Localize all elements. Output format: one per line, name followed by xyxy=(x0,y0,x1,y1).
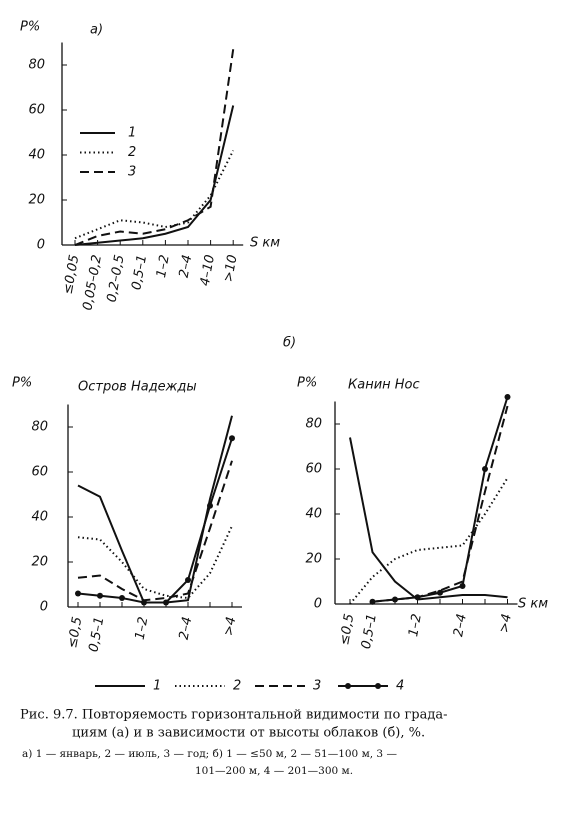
x-tick-label: ≤0,5 xyxy=(337,613,357,647)
x-tick-label: ≤0,5 xyxy=(65,616,85,650)
series-marker xyxy=(482,466,488,472)
y-tick-label: 80 xyxy=(305,417,322,432)
series-marker xyxy=(141,599,147,606)
series-line xyxy=(74,105,235,246)
series-marker xyxy=(163,599,169,606)
legend-label: 1 xyxy=(128,126,136,141)
y-tick-label: 40 xyxy=(31,510,48,525)
legend-label: 3 xyxy=(128,165,136,180)
x-tick-label: 0,05–0,2 xyxy=(80,254,105,312)
chart-title: Канин Нос xyxy=(348,378,420,393)
y-tick-label: 60 xyxy=(28,103,45,118)
series-line xyxy=(372,396,509,603)
y-tick-label: 60 xyxy=(31,465,48,480)
legend-label: 2 xyxy=(233,679,241,694)
series-line xyxy=(77,525,233,600)
legend-label: 2 xyxy=(128,145,136,160)
series-marker xyxy=(207,502,213,509)
series-line xyxy=(74,49,235,246)
x-tick-label: 0,2–0,5 xyxy=(105,254,128,304)
series-marker xyxy=(97,592,103,599)
x-axis-label: S км xyxy=(250,236,280,251)
legend-label: 1 xyxy=(153,679,161,694)
x-tick-label: 4–10 xyxy=(198,254,218,287)
caption-note: а) 1 — январь, 2 — июль, 3 — год; б) 1 —… xyxy=(22,748,397,760)
x-tick-label: 1–2 xyxy=(133,616,152,641)
y-tick-label: 0 xyxy=(314,597,322,612)
series-marker xyxy=(369,598,376,605)
series-line xyxy=(77,460,233,602)
series-marker xyxy=(459,583,466,589)
legend-label: 4 xyxy=(396,679,404,694)
legend-label: 3 xyxy=(313,679,321,694)
y-tick-label: 20 xyxy=(31,555,48,570)
y-axis-label: P% xyxy=(297,376,317,391)
y-axis-label: P% xyxy=(12,376,32,391)
series-marker xyxy=(229,435,235,442)
y-tick-label: 20 xyxy=(28,193,45,208)
series-marker xyxy=(504,394,511,400)
y-tick-label: 40 xyxy=(305,507,322,522)
y-tick-label: 40 xyxy=(28,148,45,163)
x-tick-label: 0,5–1 xyxy=(129,254,150,292)
chart-title: а) xyxy=(90,23,103,38)
series-marker xyxy=(119,595,125,601)
x-axis-label: S км xyxy=(518,597,548,612)
y-tick-label: 0 xyxy=(37,238,45,253)
legend-marker xyxy=(345,683,351,689)
series-line xyxy=(349,437,508,601)
x-tick-label: 1–2 xyxy=(154,254,173,279)
series-line xyxy=(74,150,235,240)
x-tick-label: 0,5–1 xyxy=(359,613,380,651)
x-tick-label: >4 xyxy=(497,613,515,634)
caption: циям (а) и в зависимости от высоты облак… xyxy=(72,726,425,741)
x-tick-label: 2–4 xyxy=(177,616,196,641)
x-tick-label: ≤0,05 xyxy=(61,254,83,296)
y-tick-label: 80 xyxy=(28,58,45,73)
y-axis-label: P% xyxy=(20,20,40,35)
series-marker xyxy=(414,594,421,601)
series-line xyxy=(349,477,509,605)
y-tick-label: 20 xyxy=(305,552,322,567)
x-tick-label: 2–4 xyxy=(451,613,470,638)
series-marker xyxy=(437,589,443,596)
x-tick-label: 0,5–1 xyxy=(86,616,107,654)
y-tick-label: 60 xyxy=(305,462,322,477)
series-marker xyxy=(75,590,81,597)
x-tick-label: 1–2 xyxy=(406,613,425,638)
series-marker xyxy=(392,596,398,603)
series-line xyxy=(372,405,509,603)
x-tick-label: >4 xyxy=(221,616,239,637)
series-line xyxy=(77,437,233,604)
x-tick-label: >10 xyxy=(221,254,241,284)
y-tick-label: 0 xyxy=(40,600,48,615)
caption-note: 101—200 м, 4 — 201—300 м. xyxy=(195,765,353,777)
panel-label: б) xyxy=(283,336,296,351)
series-marker xyxy=(185,577,191,583)
chart-title: Остров Надежды xyxy=(78,380,197,395)
caption: Рис. 9.7. Повторяемость горизонтальной в… xyxy=(20,708,448,723)
legend-marker xyxy=(375,683,381,689)
y-tick-label: 80 xyxy=(31,420,48,435)
x-tick-label: 2–4 xyxy=(177,254,196,279)
